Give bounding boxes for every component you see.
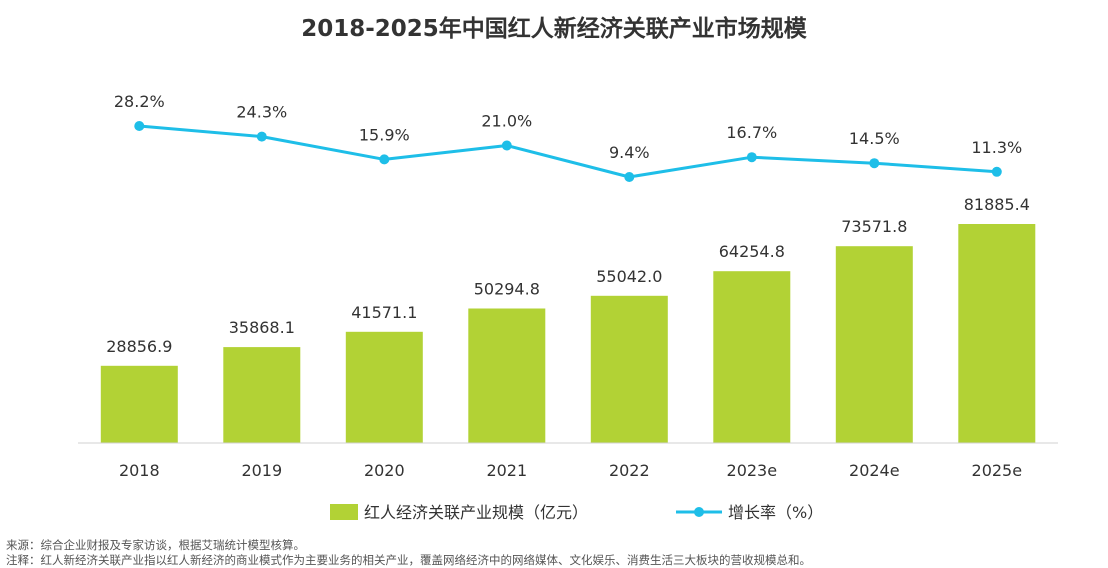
bar-2022	[590, 295, 668, 443]
x-tick-label-2018: 2018	[119, 461, 160, 480]
rate-points-group	[134, 121, 1002, 182]
bar-value-label-2025e: 81885.4	[964, 195, 1030, 214]
x-ticks-group: 2018 2019 2020 2021 2022 2023e 2024e 2025e	[119, 461, 1022, 480]
rate-value-label-2023e: 16.7%	[726, 123, 777, 142]
rate-point-2024e	[869, 158, 880, 169]
footnote: 注释：红人新经济关联产业指以红人新经济的商业模式作为主要业务的相关产业，覆盖网络…	[6, 553, 811, 567]
x-tick-label-2021: 2021	[486, 461, 527, 480]
rate-value-label-2019: 24.3%	[236, 103, 287, 122]
rate-value-label-2021: 21.0%	[481, 112, 532, 131]
bar-value-label-2023e: 64254.8	[719, 242, 785, 261]
x-tick-label-2025e: 2025e	[972, 461, 1023, 480]
bar-2019	[223, 347, 301, 443]
rate-point-2018	[134, 121, 145, 131]
bar-2018	[100, 365, 178, 443]
legend-swatch-marker	[694, 507, 704, 517]
bar-labels-group: 28856.9 35868.1 41571.1 50294.8 55042.0 64254…	[106, 195, 1030, 356]
bar-2025e	[958, 224, 1036, 443]
bar-value-label-2021: 50294.8	[474, 280, 540, 299]
source-note: 来源：综合企业财报及专家访谈，根据艾瑞统计模型核算。	[6, 538, 305, 552]
legend: 红人经济关联产业规模（亿元） 增长率（%）	[330, 503, 823, 522]
legend-label-line: 增长率（%）	[728, 503, 823, 522]
growth-rate-line	[139, 124, 997, 179]
rate-value-label-2022: 9.4%	[609, 143, 650, 162]
bar-value-label-2024e: 73571.8	[841, 217, 907, 236]
rate-point-2023e	[746, 152, 757, 163]
bar-2020	[345, 331, 423, 443]
rate-point-2022	[624, 172, 635, 182]
chart-title: 2018-2025年中国红人新经济关联产业市场规模	[301, 15, 808, 42]
x-tick-label-2022: 2022	[609, 461, 650, 480]
bar-2024e	[835, 246, 913, 443]
bars-group	[100, 224, 1036, 443]
rate-value-label-2024e: 14.5%	[849, 129, 900, 148]
rate-point-2019	[256, 131, 267, 142]
legend-label-bar: 红人经济关联产业规模（亿元）	[364, 503, 588, 522]
rate-labels-group: 28.2% 24.3% 15.9% 21.0% 9.4% 16.7% 14.5% 11.3%	[114, 92, 1022, 162]
legend-swatch-bar	[330, 504, 358, 520]
x-tick-label-2019: 2019	[241, 461, 282, 480]
rate-value-label-2020: 15.9%	[359, 125, 410, 144]
x-tick-label-2023e: 2023e	[727, 461, 778, 480]
rate-point-2020	[379, 154, 390, 165]
rate-point-2025e	[991, 166, 1002, 177]
bar-value-label-2018: 28856.9	[106, 337, 172, 356]
bar-2021	[468, 308, 546, 443]
bar-value-label-2022: 55042.0	[596, 267, 662, 286]
bar-value-label-2020: 41571.1	[351, 303, 417, 322]
rate-point-2021	[501, 140, 512, 151]
rate-value-label-2018: 28.2%	[114, 92, 165, 111]
rate-value-label-2025e: 11.3%	[971, 138, 1022, 157]
bar-2023e	[713, 271, 791, 443]
bar-value-label-2019: 35868.1	[229, 318, 295, 337]
x-tick-label-2024e: 2024e	[849, 461, 900, 480]
x-tick-label-2020: 2020	[364, 461, 405, 480]
